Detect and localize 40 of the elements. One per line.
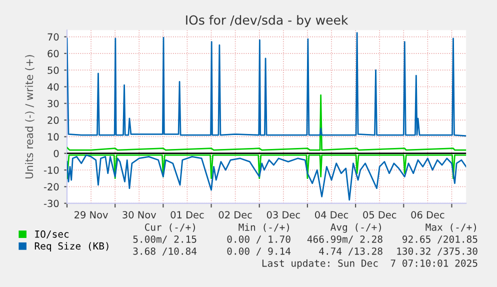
line-series: [66, 154, 466, 180]
chart-title: IOs for /dev/sda - by week: [186, 15, 348, 28]
x-tick-label: 06 Dec: [411, 211, 444, 218]
text: Avg (-/+): [330, 223, 381, 233]
y-tick-label: -20: [44, 183, 59, 190]
legend-label: Req Size (KB): [34, 242, 108, 252]
x-tick-label: 03 Dec: [266, 211, 300, 218]
text: Min (-/+): [238, 223, 289, 232]
y-tick-label: -30: [44, 200, 59, 208]
y-axis-title: Units read (-) / write (+): [25, 55, 34, 178]
y-tick-label: 70: [48, 33, 59, 41]
legend-label: IO/sec: [35, 230, 69, 239]
line-series: [66, 94, 466, 151]
y-tick-label: 20: [48, 116, 59, 124]
y-tick-label: 60: [48, 50, 59, 58]
text: Last update: Sun Dec 7 07:10:01 2025: [262, 259, 478, 269]
x-tick-label: 02 Dec: [218, 211, 252, 218]
text: Max (-/+): [426, 223, 476, 232]
text: 5.00m/ 2.15: [133, 235, 196, 244]
text: 4.74 /13.28: [319, 247, 382, 256]
text: 130.32 /375.30: [397, 247, 478, 256]
y-tick-label: 0: [54, 150, 59, 158]
x-tick-label: 04 Dec: [315, 211, 348, 218]
y-tick-label: 30: [48, 100, 59, 108]
y-tick-label: 40: [47, 83, 59, 91]
text: 466.99m/ 2.28: [307, 235, 382, 244]
text: 3.68 /10.84: [133, 247, 197, 256]
x-tick-label: 30 Nov: [122, 211, 156, 218]
line-series: [66, 32, 466, 137]
line-series: [66, 154, 466, 201]
text: 0.00 / 9.14: [227, 247, 291, 256]
y-tick-label: 10: [48, 133, 59, 141]
text: Cur (-/+): [144, 223, 195, 232]
text: 0.00 / 1.70: [227, 235, 290, 244]
y-tick-label: -10: [44, 166, 59, 174]
x-tick-label: 05 Dec: [363, 211, 396, 218]
x-tick-label: 01 Dec: [170, 211, 204, 218]
x-tick-label: 29 Nov: [74, 211, 108, 218]
y-tick-label: 50: [48, 66, 59, 74]
text: 92.65 /201.85: [402, 235, 478, 244]
